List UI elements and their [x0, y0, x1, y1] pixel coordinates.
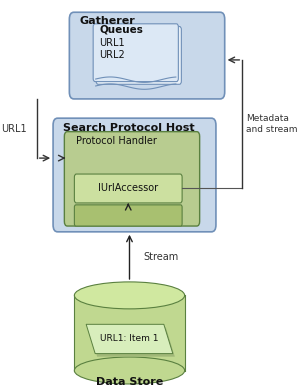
Text: Metadata
and stream: Metadata and stream — [246, 114, 298, 134]
FancyBboxPatch shape — [93, 24, 178, 82]
Polygon shape — [86, 324, 173, 354]
Ellipse shape — [74, 357, 184, 384]
Bar — [74, 295, 184, 370]
Text: Stream: Stream — [143, 252, 178, 262]
FancyBboxPatch shape — [69, 12, 225, 99]
FancyBboxPatch shape — [53, 118, 216, 232]
Text: Queues: Queues — [99, 25, 143, 35]
Ellipse shape — [74, 282, 184, 309]
Text: Gatherer: Gatherer — [80, 16, 135, 26]
Text: URL2: URL2 — [99, 50, 125, 60]
FancyBboxPatch shape — [64, 132, 200, 226]
Text: URL1: URL1 — [1, 124, 27, 133]
Text: URL1: Item 1: URL1: Item 1 — [100, 335, 159, 344]
Text: Protocol Handler: Protocol Handler — [76, 136, 157, 146]
Text: IUrlAccessor: IUrlAccessor — [98, 183, 158, 193]
FancyBboxPatch shape — [74, 174, 182, 203]
Text: Data Store: Data Store — [96, 378, 163, 387]
Polygon shape — [88, 327, 175, 357]
FancyBboxPatch shape — [96, 27, 182, 84]
FancyBboxPatch shape — [74, 205, 182, 226]
Text: Search Protocol Host: Search Protocol Host — [63, 123, 195, 133]
Text: URL1: URL1 — [99, 39, 125, 48]
